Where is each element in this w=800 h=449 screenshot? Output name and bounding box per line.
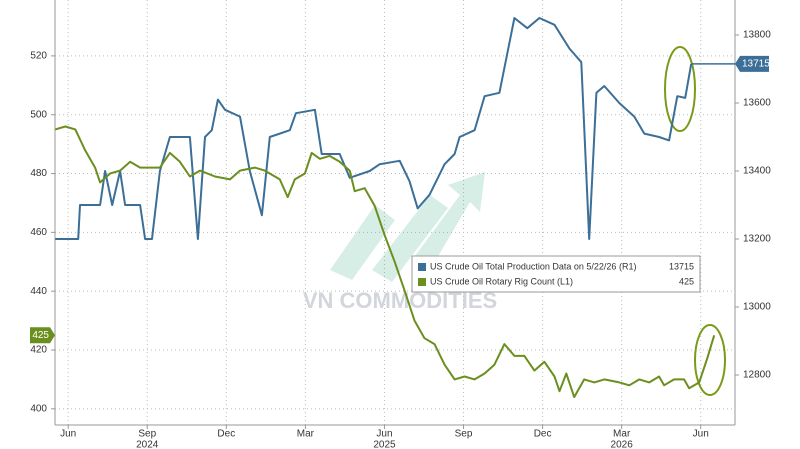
legend-swatch [418,278,426,286]
y2-tick-label: 12800 [743,370,771,381]
legend-value: 13715 [669,261,694,271]
annotation-ellipse [694,324,726,396]
legend-box [411,255,701,293]
x-year-label: 2024 [136,440,159,449]
x-tick-label: Sep [455,429,473,440]
last-value-label: 13715 [742,59,770,70]
watermark-logo [330,172,485,282]
y2-tick-label: 13600 [743,98,771,109]
x-tick-label: Mar [297,429,315,440]
last-value-box [30,327,55,344]
x-year-label: 2025 [373,440,396,449]
grid [55,0,735,425]
y2-tick-label: 13400 [743,166,771,177]
y-tick-label: 400 [30,403,47,414]
legend-label: US Crude Oil Rotary Rig Count (L1) [430,276,573,286]
legend-label: US Crude Oil Total Production Data on 5/… [430,261,636,271]
series-line [55,17,693,240]
legend-swatch [418,263,426,271]
last-value-box [735,55,769,72]
y-tick-label: 460 [30,227,47,238]
y-tick-label: 440 [30,286,47,297]
legend: US Crude Oil Total Production Data on 5/… [411,255,701,293]
legend-value: 425 [679,276,694,286]
x-tick-label: Jun [376,429,392,440]
y2-tick-label: 13000 [743,302,771,313]
x-tick-label: Mar [613,429,631,440]
last-value-label: 425 [32,330,49,341]
x-tick-label: Jun [693,429,709,440]
y-tick-label: 520 [30,51,47,62]
y-tick-label: 420 [30,345,47,356]
x-tick-label: Dec [217,429,235,440]
y2-tick-label: 13200 [743,234,771,245]
series-line [55,125,716,399]
y-tick-label: 480 [30,168,47,179]
x-tick-label: Jun [60,429,76,440]
x-tick-label: Dec [534,429,552,440]
y2-tick-label: 13800 [743,30,771,41]
y-tick-label: 500 [30,109,47,120]
annotation-ellipse [664,46,696,132]
x-tick-label: Sep [138,429,156,440]
x-year-label: 2026 [611,440,634,449]
